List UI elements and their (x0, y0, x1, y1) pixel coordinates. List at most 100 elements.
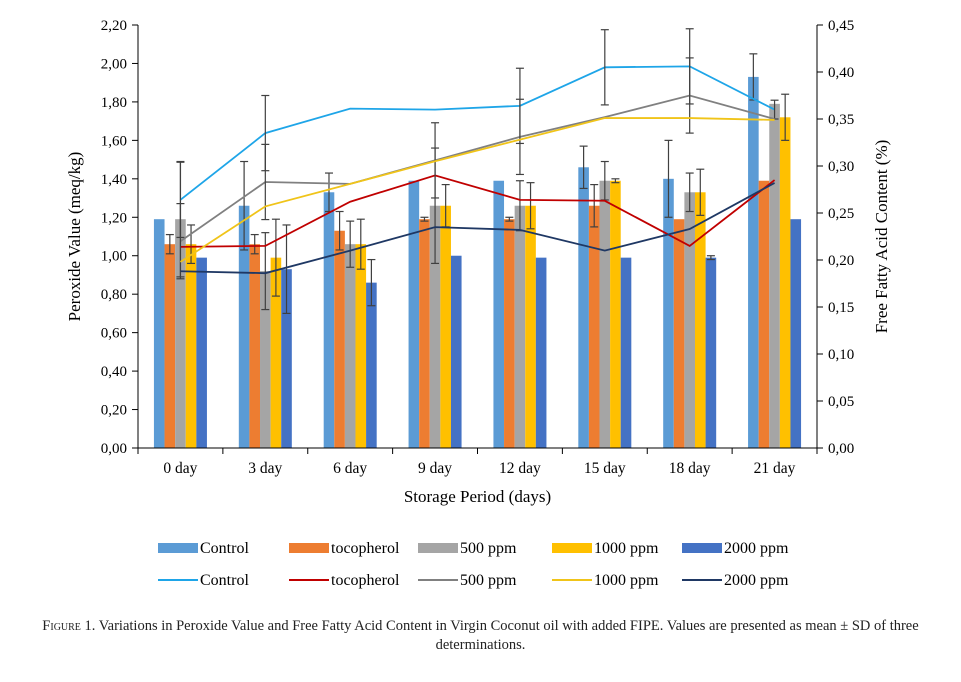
bar-2000-ppm-7 (790, 219, 802, 448)
bar-control-6 (663, 178, 674, 448)
legend-bar-swatch (158, 543, 198, 553)
bar-control-4 (493, 180, 505, 448)
y-axis-title: Peroxide Value (meq/kg) (65, 152, 84, 322)
bar-tocopherol-3 (419, 219, 430, 448)
bar-control-1 (238, 205, 250, 448)
legend-bar-swatch (552, 543, 592, 553)
bar-500-ppm-4 (514, 205, 526, 448)
y2-tick-label: 0,25 (828, 206, 854, 222)
legend-bar-label: 500 ppm (460, 540, 517, 557)
y2-axis-title: Free Fatty Acid Content (%) (872, 140, 891, 334)
chart: 0,00 0,20 0,40 0,60 0,80 1,00 1,20 1,40 1,60 1,80… (65, 18, 891, 589)
y2-tick-label: 0,15 (828, 300, 854, 316)
x-tick-label: 21 day (754, 460, 796, 477)
y-tick-label: 0,80 (101, 287, 127, 303)
bar-1000-ppm-6 (694, 192, 706, 448)
y-tick-label: 2,00 (101, 56, 127, 72)
line-1000-ppm (179, 117, 775, 263)
bar-control-7 (748, 76, 759, 448)
x-tick-label: 0 day (163, 460, 197, 477)
y-tick-label: 1,60 (101, 133, 127, 149)
x-tick-label: 9 day (418, 460, 452, 477)
bar-1000-ppm-0 (185, 244, 197, 448)
legend-bar-label: 2000 ppm (724, 540, 789, 557)
x-tick-label: 6 day (333, 460, 367, 477)
legend-bar-swatch (289, 543, 329, 553)
bar-tocopherol-7 (758, 180, 770, 448)
line-tocopherol (180, 174, 776, 248)
y2-tick-label: 0,45 (828, 18, 854, 34)
figure-caption: Figure 1. Variations in Peroxide Value a… (0, 617, 961, 655)
bar-1000-ppm-7 (779, 117, 791, 449)
bar-500-ppm-1 (260, 271, 271, 448)
axes-layer: 0,00 0,20 0,40 0,60 0,80 1,00 1,20 1,40 1,60 1,80… (65, 18, 891, 506)
y2-tick-label: 0,30 (828, 159, 854, 175)
bar-tocopherol-2 (334, 230, 345, 448)
y-tick-label: 0,20 (101, 403, 127, 419)
legend-line-label: tocopherol (331, 572, 400, 589)
bar-1000-ppm-5 (610, 180, 621, 448)
bar-control-0 (153, 219, 165, 448)
legend-bar-swatch (682, 543, 722, 553)
bar-tocopherol-5 (588, 205, 600, 448)
y-tick-label: 1,00 (101, 249, 127, 265)
bar-control-5 (578, 167, 589, 449)
y-tick-label: 1,20 (101, 210, 127, 226)
bar-1000-ppm-2 (355, 244, 367, 448)
bar-2000-ppm-5 (620, 257, 632, 448)
legend-bar-swatch (418, 543, 458, 553)
y2-tick-label: 0,20 (828, 253, 854, 269)
bar-1000-ppm-3 (440, 205, 451, 448)
bar-500-ppm-0 (175, 219, 186, 448)
y2-tick-label: 0,00 (828, 441, 854, 457)
legend-bar-label: Control (200, 540, 249, 557)
x-tick-label: 15 day (584, 460, 626, 477)
bar-2000-ppm-3 (450, 255, 462, 448)
x-tick-label: 18 day (669, 460, 711, 477)
bar-2000-ppm-0 (196, 257, 207, 448)
bar-2000-ppm-1 (281, 269, 292, 448)
y-tick-label: 1,80 (101, 95, 127, 111)
caption-label: Figure 1. (42, 618, 96, 634)
y2-tick-label: 0,40 (828, 65, 854, 81)
legend-line-label: 500 ppm (460, 572, 517, 589)
x-tick-label: 12 day (499, 460, 541, 477)
line-control (179, 65, 775, 201)
y-tick-label: 0,40 (101, 364, 127, 380)
bar-500-ppm-6 (684, 192, 695, 448)
bar-500-ppm-3 (429, 205, 441, 448)
legend-line-label: Control (200, 572, 249, 589)
bar-control-3 (408, 180, 420, 448)
y2-tick-label: 0,10 (828, 347, 854, 363)
bar-tocopherol-4 (504, 219, 515, 448)
caption-text: Variations in Peroxide Value and Free Fa… (98, 618, 919, 653)
bar-tocopherol-0 (164, 244, 176, 448)
lines-layer (176, 28, 779, 280)
bar-1000-ppm-1 (270, 257, 282, 448)
bar-tocopherol-6 (673, 219, 685, 448)
bar-2000-ppm-4 (535, 257, 547, 448)
y-tick-label: 1,40 (101, 172, 127, 188)
bars-layer (153, 53, 802, 449)
bar-2000-ppm-6 (705, 257, 717, 448)
bar-control-2 (323, 192, 335, 448)
y-tick-label: 2,20 (101, 18, 127, 34)
bar-500-ppm-2 (344, 244, 356, 448)
y-tick-label: 0,60 (101, 326, 127, 342)
x-tick-label: 3 day (248, 460, 282, 477)
bar-500-ppm-5 (599, 180, 611, 448)
line-2000-ppm (180, 182, 775, 275)
legend-bar-label: tocopherol (331, 540, 400, 557)
bar-1000-ppm-4 (525, 205, 536, 448)
bar-tocopherol-1 (249, 244, 261, 448)
legend-line-label: 1000 ppm (594, 572, 659, 589)
y2-tick-label: 0,05 (828, 394, 854, 410)
line-500-ppm (179, 94, 775, 242)
legend: Control tocopherol 500 ppm 1000 ppm 2000 ppm… (158, 540, 789, 589)
legend-line-label: 2000 ppm (724, 572, 789, 589)
bar-2000-ppm-2 (366, 282, 377, 448)
legend-bar-label: 1000 ppm (594, 540, 659, 557)
bar-500-ppm-7 (769, 103, 780, 448)
y2-tick-label: 0,35 (828, 112, 854, 128)
y-tick-label: 0,00 (101, 441, 127, 457)
